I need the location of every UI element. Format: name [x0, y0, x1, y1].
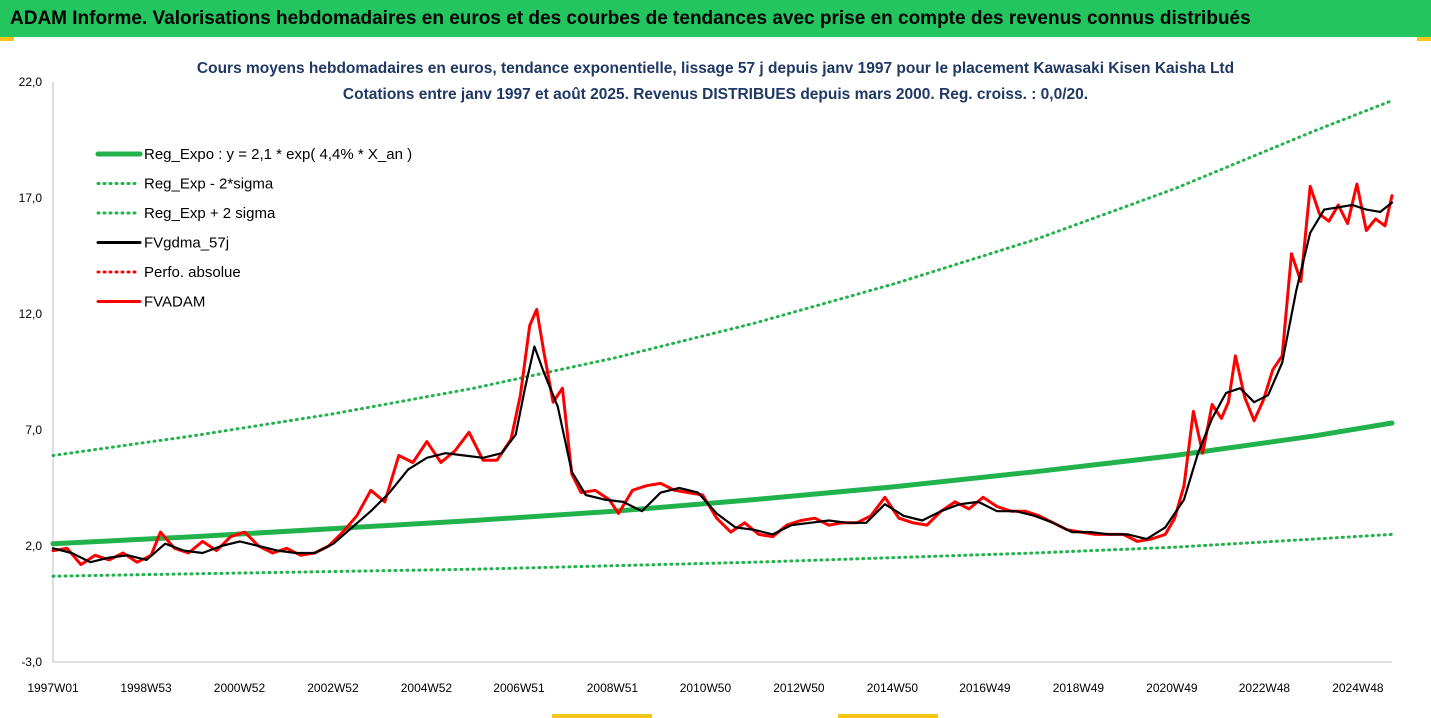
x-tick-label: 1998W53	[120, 681, 172, 695]
x-tick-label: 2000W52	[214, 681, 266, 695]
corner-mark-top-left	[0, 37, 14, 41]
x-tick-labels: 1997W01 1998W53 2000W52 2002W52 2004W52 2006W…	[27, 681, 1384, 695]
corner-mark-top-right	[1417, 37, 1431, 41]
legend-label: Reg_Exp - 2*sigma	[144, 176, 274, 193]
legend-label: Reg_Expo : y = 2,1 * exp( 4,4% * X_an )	[144, 146, 412, 163]
x-tick-label: 2024W48	[1332, 681, 1384, 695]
series-line	[51, 99, 1394, 457]
x-tick-label: 2022W48	[1239, 681, 1291, 695]
y-tick-label: -3,0	[21, 655, 42, 669]
legend-label: Perfo. absolue	[144, 264, 241, 281]
x-tick-label: 2020W49	[1146, 681, 1198, 695]
x-tick-label: 2016W49	[959, 681, 1011, 695]
x-tick-label: 2010W50	[680, 681, 732, 695]
y-tick-labels: -3,0 2,0 7,0 12,0 17,0 22,0	[19, 75, 43, 669]
chart-subtitle: Cotations entre janv 1997 et août 2025. …	[342, 86, 1089, 103]
series-layer	[50, 99, 1395, 578]
series-line	[51, 201, 1394, 564]
x-tick-label: 2002W52	[307, 681, 359, 695]
legend-label: FVgdma_57j	[144, 235, 229, 252]
y-tick-label: 22,0	[19, 75, 43, 89]
y-tick-label: 12,0	[19, 307, 43, 321]
y-tick-label: 2,0	[25, 539, 42, 553]
report-banner: ADAM Informe. Valorisations hebdomadaire…	[0, 0, 1431, 37]
x-tick-label: 2008W51	[587, 681, 639, 695]
legend-label: FVADAM	[144, 294, 205, 311]
x-tick-label: 2018W49	[1053, 681, 1105, 695]
corner-mark-bottom-left	[552, 714, 652, 718]
y-tick-label: 7,0	[25, 423, 42, 437]
series-line	[51, 532, 1394, 578]
x-tick-label: 1997W01	[27, 681, 79, 695]
x-tick-label: 2004W52	[401, 681, 453, 695]
series-line	[51, 182, 1394, 567]
legend-label: Reg_Exp + 2 sigma	[144, 205, 276, 222]
corner-mark-bottom-right	[838, 714, 938, 718]
x-tick-label: 2014W50	[867, 681, 919, 695]
series-line	[50, 420, 1395, 547]
y-tick-label: 17,0	[19, 191, 43, 205]
x-tick-label: 2012W50	[773, 681, 825, 695]
legend: Reg_Expo : y = 2,1 * exp( 4,4% * X_an ) R…	[95, 146, 412, 311]
chart-title: Cours moyens hebdomadaires en euros, ten…	[196, 60, 1235, 77]
x-tick-label: 2006W51	[493, 681, 545, 695]
